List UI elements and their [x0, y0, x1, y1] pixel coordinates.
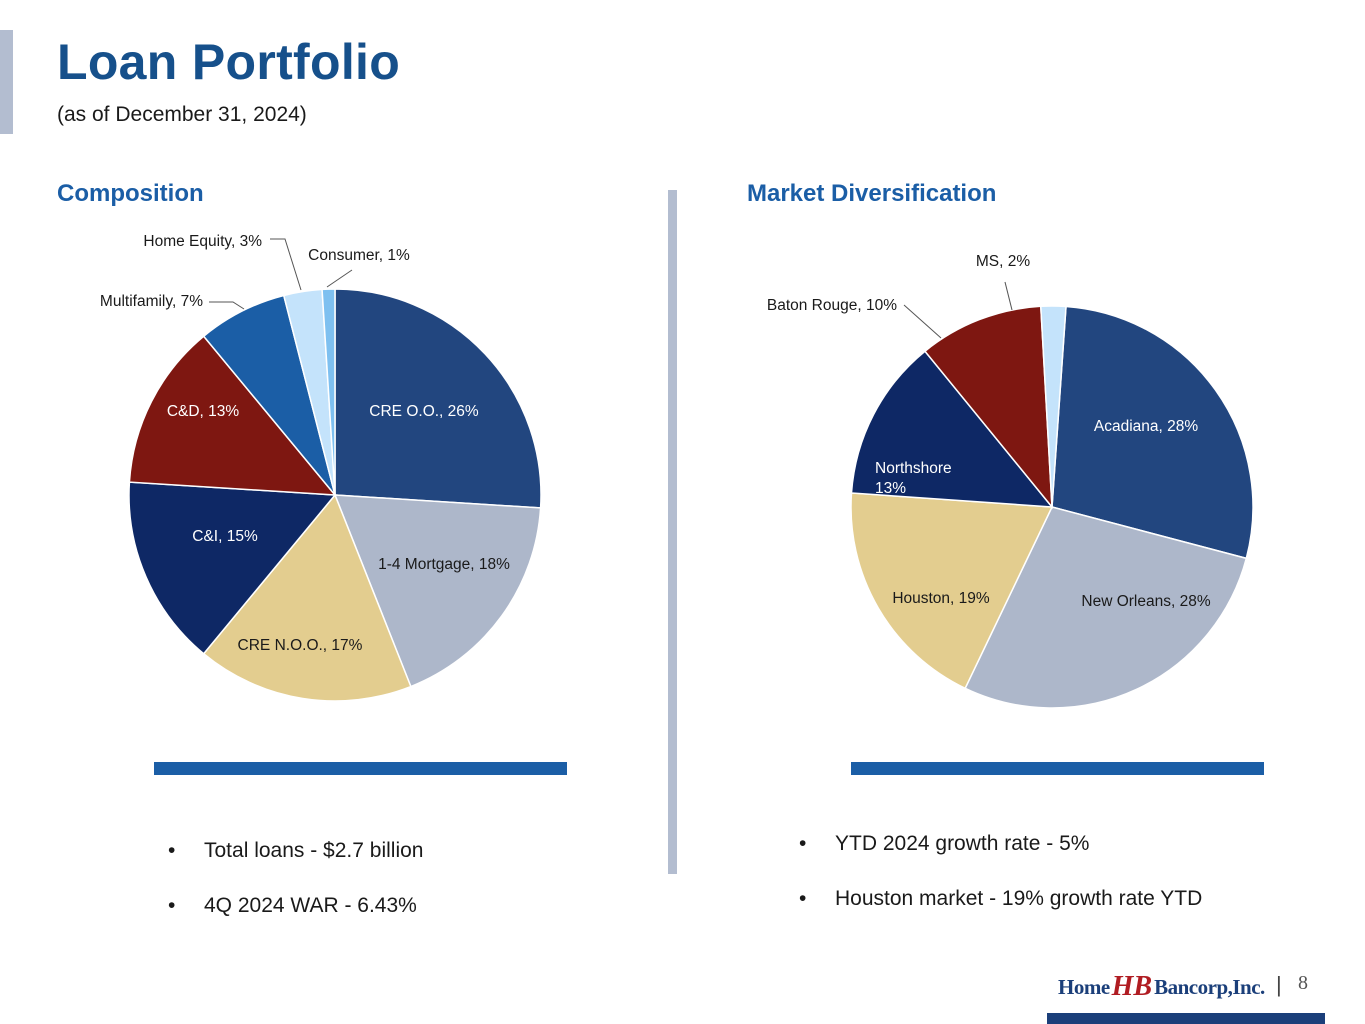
leader-line-ms [1004, 281, 1013, 311]
page-number: 8 [1298, 972, 1308, 994]
pie-slice-consumer [321, 288, 336, 496]
bullet-dot: • [799, 887, 807, 910]
leader-line-baton-rouge [903, 304, 942, 339]
bullet-total-loans: • Total loans - $2.7 billion [168, 839, 423, 863]
composition-pie-chart: CRE O.O., 26% 1-4 Mortgage, 18% CRE N.O.O.… [100, 233, 542, 702]
market-underline [851, 762, 1264, 775]
bullet-dot: • [168, 839, 176, 862]
bullet-text: Total loans - $2.7 billion [204, 839, 424, 862]
pie-slice-c-i [128, 481, 337, 655]
pie-label-new-orleans: New Orleans, 28% [1081, 593, 1210, 610]
leader-line-home-equity [270, 238, 302, 291]
composition-underline [154, 762, 567, 775]
bullet-growth-rate: • YTD 2024 growth rate - 5% [799, 832, 1202, 856]
footer-bar [1047, 1013, 1325, 1024]
logo-mark-icon: HB [1111, 971, 1153, 1002]
pie-label-consumer: Consumer, 1% [308, 247, 410, 264]
pie-label-houston: Houston, 19% [892, 590, 990, 607]
bullet-houston-growth: • Houston market - 19% growth rate YTD [799, 887, 1202, 911]
pie-label-c-i: C&I, 15% [192, 528, 258, 545]
pie-label-cre-n-o-o: CRE N.O.O., 17% [238, 637, 363, 654]
bullet-dot: • [168, 894, 176, 917]
pie-label-1-4-mortgage: 1-4 Mortgage, 18% [378, 556, 510, 573]
pie-label-multifamily: Multifamily, 7% [100, 293, 203, 310]
logo-home-text: Home [1058, 974, 1110, 999]
pie-slice-c-d [128, 335, 337, 496]
pie-slice-cre-n-o-o [202, 493, 412, 702]
page-subtitle: (as of December 31, 2024) [57, 103, 307, 126]
pie-slice-1-4-mortgage [333, 494, 542, 688]
section-divider [668, 190, 677, 874]
market-bullets: • YTD 2024 growth rate - 5% • Houston mark… [799, 832, 1202, 911]
pie-label-baton-rouge: Baton Rouge, 10% [767, 297, 897, 314]
title-accent-bar [0, 30, 13, 134]
composition-bullets: • Total loans - $2.7 billion • 4Q 2024 WAR… [168, 839, 423, 918]
page-separator: | [1276, 972, 1282, 997]
pie-label-acadiana: Acadiana, 28% [1094, 418, 1198, 435]
market-heading: Market Diversification [747, 180, 997, 207]
pie-slice-ms [1039, 305, 1067, 508]
composition-heading: Composition [57, 180, 204, 207]
company-logo: Home HB Bancorp,Inc. [1058, 968, 1265, 1006]
market-pie-chart: Acadiana, 28% New Orleans, 28% Houston, 19… [767, 253, 1254, 709]
bullet-text: YTD 2024 growth rate - 5% [835, 832, 1090, 855]
pie-slice-houston [850, 492, 1054, 690]
leader-line-consumer [326, 269, 353, 288]
page-title: Loan Portfolio [57, 34, 401, 90]
bullet-dot: • [799, 832, 807, 855]
leader-line-multifamily [209, 301, 245, 310]
bullet-war: • 4Q 2024 WAR - 6.43% [168, 894, 423, 918]
pie-label-northshore: Northshore 13% [875, 460, 952, 497]
pie-label-home-equity: Home Equity, 3% [143, 233, 262, 250]
pie-slice-northshore [850, 350, 1054, 508]
pie-label-c-d: C&D, 13% [167, 403, 240, 420]
logo-bancorp-text: Bancorp,Inc. [1154, 974, 1265, 999]
bullet-text: Houston market - 19% growth rate YTD [835, 887, 1203, 910]
bullet-text: 4Q 2024 WAR - 6.43% [204, 894, 417, 917]
pie-label-ms: MS, 2% [976, 253, 1030, 270]
pie-label-cre-o-o: CRE O.O., 26% [369, 403, 479, 420]
pie-slice-cre-o-o [334, 288, 542, 509]
pie-slice-acadiana [1051, 305, 1254, 560]
pie-slice-baton-rouge [923, 305, 1053, 510]
pie-slice-new-orleans [964, 506, 1248, 709]
